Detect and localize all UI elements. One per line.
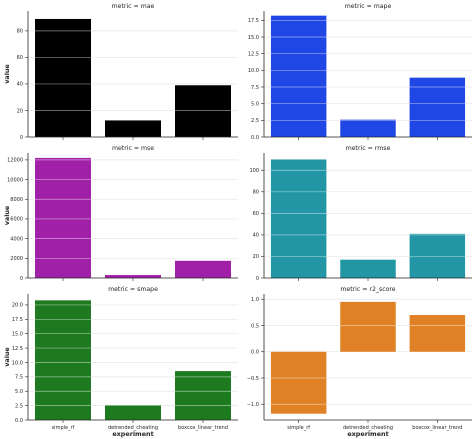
chart-title: metric = rmse bbox=[346, 145, 391, 152]
y-tick-label: 0 bbox=[256, 276, 259, 282]
y-tick-label: 5.0 bbox=[15, 389, 23, 395]
chart-title: metric = smape bbox=[108, 286, 158, 293]
y-tick-label: 7.5 bbox=[251, 85, 259, 91]
y-tick-label: 2.5 bbox=[251, 118, 259, 124]
y-tick-label: 0.0 bbox=[251, 350, 259, 356]
x-tick-label: detrended_cheating bbox=[108, 425, 158, 431]
y-tick-label: 12.5 bbox=[12, 346, 23, 352]
bar-boxcox_linear_trend bbox=[409, 315, 466, 352]
x-tick-label: detrended_cheating bbox=[343, 425, 393, 431]
chart-panel-1: metric = mae 0 20 40 60 80 value bbox=[3, 3, 238, 141]
y-tick-label: 20.0 bbox=[12, 303, 23, 309]
y-tick-label: 10000 bbox=[7, 177, 23, 183]
y-tick-label: 12.5 bbox=[248, 51, 259, 57]
y-tick-label: 40 bbox=[253, 233, 259, 239]
y-tick-label: 60 bbox=[17, 55, 23, 61]
y-axis-label: value bbox=[3, 205, 11, 225]
chart-panel-6: metric = r2_score −1.0 −0.5 0.0 0.5 1.0 simple… bbox=[247, 286, 472, 438]
y-tick-label: 2000 bbox=[10, 256, 23, 262]
bar-detrended_cheating bbox=[105, 405, 161, 420]
y-tick-label: 15.0 bbox=[248, 35, 259, 41]
chart-title: metric = mae bbox=[112, 3, 155, 10]
y-tick-label: 0 bbox=[20, 135, 23, 141]
y-tick-label: 10.0 bbox=[12, 360, 23, 366]
chart-panel-4: metric = rmse 0 20 40 60 80 100 bbox=[249, 145, 472, 282]
bar-simple_rf bbox=[270, 351, 327, 414]
bar-simple_rf bbox=[35, 18, 91, 138]
bar-boxcox_linear_trend bbox=[175, 260, 231, 278]
y-tick-label: 2.5 bbox=[15, 403, 23, 409]
y-tick-label: 5.0 bbox=[251, 101, 259, 107]
y-tick-label: 6000 bbox=[10, 217, 23, 223]
chart-panel-3: metric = mse 0 2000 4000 6000 8000 10000 12000 v… bbox=[3, 145, 238, 282]
chart-title: metric = mse bbox=[112, 145, 154, 152]
chart-panel-2: metric = mape 0.0 2.5 5.0 7.5 10.0 12.5 15.0 17.… bbox=[248, 3, 472, 141]
y-tick-label: 17.5 bbox=[248, 18, 259, 24]
bar-simple_rf bbox=[35, 300, 91, 420]
x-axis-label: experiment bbox=[347, 430, 388, 438]
y-tick-label: 10.0 bbox=[248, 68, 259, 74]
x-tick-label: boxcox_linear_trend bbox=[412, 425, 462, 431]
y-tick-label: 80 bbox=[17, 29, 23, 35]
y-tick-label: 7.5 bbox=[15, 375, 23, 381]
bar-simple_rf bbox=[270, 15, 327, 138]
y-tick-label: −0.5 bbox=[247, 376, 259, 382]
y-tick-label: −1.0 bbox=[247, 402, 259, 408]
x-tick-label: simple_rf bbox=[52, 425, 75, 431]
y-tick-label: 60 bbox=[253, 211, 259, 217]
y-axis-label: value bbox=[3, 64, 11, 84]
y-tick-label: 1.0 bbox=[251, 297, 259, 303]
x-axis-label: experiment bbox=[112, 430, 153, 438]
bar-boxcox_linear_trend bbox=[175, 371, 231, 420]
bar-boxcox_linear_trend bbox=[175, 85, 231, 137]
y-tick-label: 20 bbox=[253, 254, 259, 260]
bar-boxcox_linear_trend bbox=[409, 77, 466, 137]
y-tick-label: 17.5 bbox=[12, 317, 23, 323]
bar-detrended_cheating bbox=[340, 301, 396, 352]
y-tick-label: 20 bbox=[17, 108, 23, 114]
bar-detrended_cheating bbox=[340, 259, 396, 278]
y-tick-label: 100 bbox=[249, 168, 259, 174]
y-tick-label: 0.5 bbox=[251, 323, 259, 329]
chart-title: metric = r2_score bbox=[340, 286, 395, 293]
bar-detrended_cheating bbox=[105, 120, 161, 137]
y-axis-label: value bbox=[3, 347, 11, 367]
bar-simple_rf bbox=[35, 157, 91, 278]
y-tick-label: 8000 bbox=[10, 197, 23, 203]
y-tick-label: 40 bbox=[17, 82, 23, 88]
chart-title: metric = mape bbox=[345, 3, 392, 10]
y-tick-label: 12000 bbox=[7, 158, 23, 164]
bar-detrended_cheating bbox=[105, 275, 161, 278]
y-tick-label: 15.0 bbox=[12, 331, 23, 337]
y-tick-label: 0.0 bbox=[251, 135, 259, 141]
x-tick-label: boxcox_linear_trend bbox=[178, 425, 228, 431]
bar-boxcox_linear_trend bbox=[409, 233, 466, 278]
y-tick-label: 0 bbox=[20, 276, 23, 282]
y-tick-label: 80 bbox=[253, 190, 259, 196]
y-tick-label: 4000 bbox=[10, 236, 23, 242]
bar-simple_rf bbox=[270, 159, 327, 278]
chart-panel-5: metric = smape 0.0 2.5 5.0 7.5 10.0 12.5 15.0 17… bbox=[3, 286, 238, 438]
x-tick-label: simple_rf bbox=[287, 425, 310, 431]
bar-detrended_cheating bbox=[340, 119, 396, 137]
y-tick-label: 0.0 bbox=[15, 418, 23, 424]
